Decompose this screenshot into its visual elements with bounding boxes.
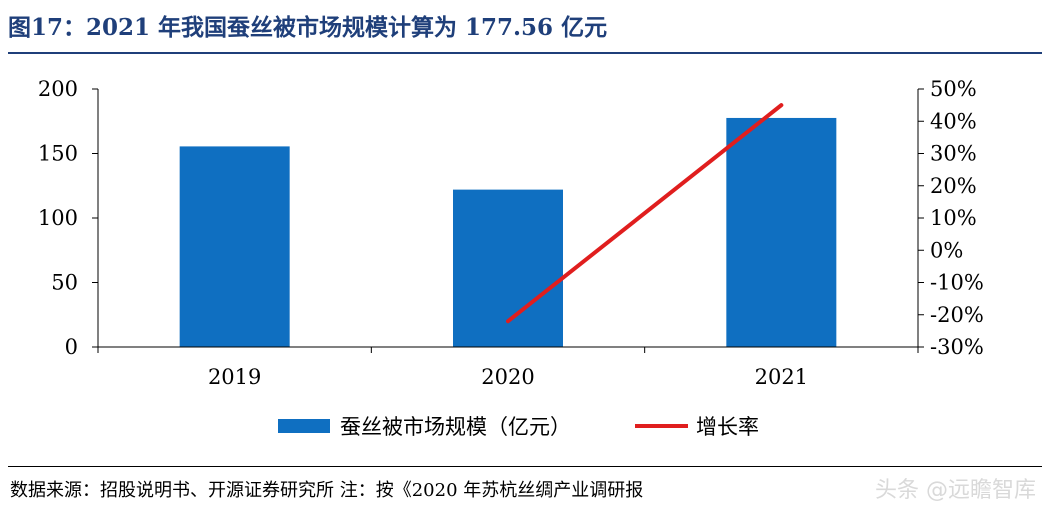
- bar-2020: [453, 189, 563, 347]
- x-tick-label: 2019: [208, 365, 261, 389]
- x-tick-label: 2020: [481, 365, 534, 389]
- right-tick-label: 10%: [930, 206, 977, 230]
- chart-title: 图17：2021 年我国蚕丝被市场规模计算为 177.56 亿元: [8, 14, 608, 41]
- watermark: 头条 @远瞻智库: [875, 478, 1036, 503]
- x-tick-label: 2021: [755, 365, 808, 389]
- source-note: 数据来源：招股说明书、开源证券研究所 注：按《2020 年苏杭丝绸产业调研报: [10, 480, 644, 501]
- right-tick-label: -30%: [930, 335, 984, 359]
- left-tick-label: 200: [38, 77, 78, 101]
- source-divider: [8, 466, 1042, 467]
- legend-line-label: 增长率: [696, 415, 759, 439]
- right-tick-label: 40%: [930, 109, 977, 133]
- bar-2019: [179, 146, 290, 347]
- right-tick-label: 50%: [930, 77, 977, 101]
- legend-bar-label: 蚕丝被市场规模（亿元）: [340, 415, 571, 439]
- right-tick-label: -10%: [930, 271, 984, 295]
- chart-area: 0 50 100 150 200 -30% -20% -10% 0% 10% 20% 30% 40% 50…: [38, 77, 984, 439]
- legend-bar-swatch: [278, 419, 330, 433]
- growth-rate-line: [506, 103, 784, 324]
- left-tick-label: 100: [38, 206, 78, 230]
- title-divider: [8, 52, 1042, 54]
- left-tick-label: 0: [65, 335, 78, 359]
- left-tick-label: 50: [51, 271, 78, 295]
- right-tick-label: -20%: [930, 303, 984, 327]
- right-tick-label: 20%: [930, 174, 977, 198]
- right-tick-label: 0%: [930, 238, 963, 262]
- left-tick-label: 150: [38, 142, 78, 166]
- right-tick-label: 30%: [930, 142, 977, 166]
- bar-2021: [726, 117, 837, 347]
